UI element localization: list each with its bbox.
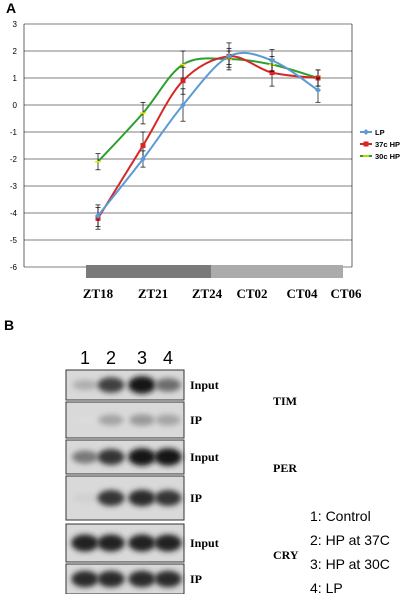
blot-band <box>71 570 99 588</box>
data-point <box>226 53 232 60</box>
blot-band <box>155 414 181 426</box>
blot-band <box>72 415 98 425</box>
blot-row: Input <box>65 523 219 563</box>
blot-row: IP <box>65 475 202 521</box>
blot-key-item: 1: Control <box>310 508 371 524</box>
lane-number: 1 <box>80 348 90 368</box>
blot-band <box>97 490 125 506</box>
y-axis-ticks: 3 2 1 0 -1 -2 -3 -4 -5 -6 <box>10 20 18 272</box>
blot-row-label: IP <box>190 572 202 586</box>
blot-row: IP <box>65 563 202 594</box>
y-tick-label: 1 <box>13 74 18 83</box>
blot-row-label: Input <box>190 378 219 392</box>
x-tick-label: CT06 <box>330 286 362 301</box>
data-point <box>140 156 146 162</box>
blot-band <box>71 534 99 552</box>
blot-row-label: IP <box>190 413 202 427</box>
blot-band <box>128 448 156 466</box>
lane-number: 3 <box>137 348 147 368</box>
blot-key-item: 2: HP at 37C <box>310 532 390 548</box>
blot-row-label: Input <box>190 536 219 550</box>
data-point <box>180 102 186 108</box>
chart-series <box>95 42 321 230</box>
y-tick-label: 2 <box>13 47 18 56</box>
blot-band <box>154 378 182 392</box>
blot-band <box>128 534 156 552</box>
y-tick-label: -1 <box>10 128 18 137</box>
y-tick-label: 3 <box>13 20 18 29</box>
data-point <box>140 143 146 148</box>
blot-band <box>72 450 98 464</box>
blot-band <box>97 534 125 552</box>
data-point <box>269 57 275 64</box>
panel-b-label: B <box>4 317 15 333</box>
blot-band <box>154 490 182 506</box>
blot-band <box>72 493 98 503</box>
blot-band <box>98 414 124 426</box>
y-tick-label: 0 <box>13 101 18 110</box>
legend-marker <box>363 141 369 147</box>
y-tick-label: -6 <box>10 263 18 272</box>
blot-row-label: Input <box>190 450 219 464</box>
data-point <box>95 212 101 219</box>
lane-number: 2 <box>106 348 116 368</box>
x-axis-bar-dark <box>86 265 211 278</box>
data-point <box>315 87 321 94</box>
blot-band <box>154 534 182 552</box>
blot-band <box>97 449 125 465</box>
blot-band <box>154 448 182 466</box>
blot-protein-labels: TIM PER CRY <box>273 394 299 562</box>
blot-row: Input <box>65 439 219 475</box>
blot-band <box>72 379 98 391</box>
x-tick-label: ZT18 <box>83 286 114 301</box>
y-tick-label: -4 <box>10 209 18 218</box>
blot-band <box>129 414 155 426</box>
x-tick-label: ZT21 <box>138 286 168 301</box>
blot-band <box>97 570 125 588</box>
blot-row-label: IP <box>190 491 202 505</box>
blot-band <box>128 570 156 588</box>
protein-label: TIM <box>273 394 297 408</box>
x-tick-label: CT02 <box>236 286 267 301</box>
y-tick-label: -2 <box>10 155 18 164</box>
lane-number: 4 <box>163 348 173 368</box>
data-point <box>269 70 275 76</box>
data-point <box>180 78 186 84</box>
x-tick-label: ZT24 <box>192 286 223 301</box>
chart-legend: LP 37c HP 30c HP <box>360 128 400 161</box>
y-tick-label: -5 <box>10 236 18 245</box>
blot-band <box>128 489 156 507</box>
x-axis-ticks: ZT18 ZT21 ZT24 CT02 CT04 CT06 <box>83 286 362 301</box>
line-chart: 3 2 1 0 -1 -2 -3 -4 -5 -6 ZT18 ZT21 ZT24 CT02 CT04 CT0… <box>10 20 400 301</box>
legend-marker <box>363 129 369 135</box>
panel-a-label: A <box>6 0 17 16</box>
blot-row: IP <box>65 401 202 439</box>
x-axis-bar-light <box>211 265 343 278</box>
y-tick-label: -3 <box>10 182 18 191</box>
blot-band <box>154 570 182 588</box>
legend-label: 30c HP <box>375 152 400 161</box>
blot-key-item: 3: HP at 30C <box>310 556 390 572</box>
blot-band <box>97 377 125 393</box>
legend-label: 37c HP <box>375 140 400 149</box>
legend-label: LP <box>375 128 385 137</box>
protein-label: PER <box>273 461 297 475</box>
blot-rows: Input IP Input IP Input IP <box>65 369 219 594</box>
chart-grid <box>23 23 353 268</box>
x-tick-label: CT04 <box>286 286 318 301</box>
blot-row: Input <box>65 369 219 401</box>
protein-label: CRY <box>273 548 299 562</box>
blot-band <box>128 376 156 394</box>
blot-key-item: 4: LP <box>310 580 343 596</box>
